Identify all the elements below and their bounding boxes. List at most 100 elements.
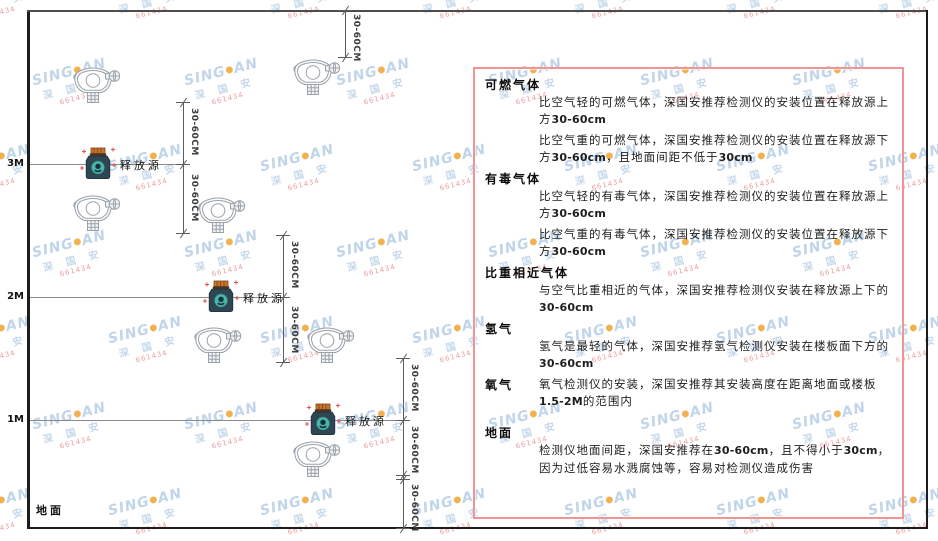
panel-value: 30-60cm — [551, 112, 607, 126]
panel-section-row: 氧气 氧气检测仪的安装，深国安推荐其安装高度在距离地面或楼板 1.5-2M的范围内 — [485, 376, 892, 414]
watermark-code: 661434 — [286, 176, 321, 193]
panel-value: 30cm — [843, 444, 878, 457]
watermark-brand: SING●AN — [562, 0, 640, 3]
watermark-brand: SING●AN — [30, 227, 108, 262]
gas-detector-glyph — [198, 197, 246, 233]
panel-text: ，且不得小于 — [768, 443, 844, 457]
gas-detector-icon — [72, 64, 121, 104]
panel-section-heading: 有毒气体 — [485, 172, 542, 186]
watermark-dot-icon: ● — [300, 150, 312, 163]
watermark-code: 661434 — [210, 90, 245, 107]
panel-paragraph: 比空气轻的有毒气体，深国安推荐检测仪的安装位置在释放源上方30-60cm — [485, 188, 892, 222]
watermark-brand: SING●AN — [714, 0, 792, 3]
watermark-brand: SING●AN — [106, 485, 184, 520]
panel-value: 30-60cm — [551, 150, 607, 164]
panel-section-heading: 可燃气体 — [485, 78, 542, 92]
watermark-code: 661434 — [58, 434, 93, 451]
gas-detector-glyph — [293, 441, 341, 477]
watermark-code: 661434 — [438, 176, 473, 193]
watermark-brand: SING●AN — [182, 399, 260, 434]
panel-value: 30-60cm — [551, 244, 607, 258]
watermark-chinese: 深 国 安 — [194, 420, 257, 447]
watermark-brand: SING●AN — [258, 0, 336, 3]
watermark-code: 661434 — [210, 434, 245, 451]
watermark-chinese: 深 国 安 — [118, 0, 181, 17]
watermark-code: 661434 — [362, 90, 397, 107]
watermark-brand: SING●AN — [182, 55, 260, 90]
release-source-glyph — [203, 280, 239, 312]
dimension-label: 30-60CM — [289, 241, 299, 289]
watermark-brand: SING●AN — [410, 0, 488, 3]
watermark-chinese: 深 国 安 — [42, 420, 105, 447]
watermark-code: 661434 — [438, 348, 473, 365]
watermark-chinese: 深 国 安 — [194, 248, 257, 275]
panel-text: 氧气检测仪的安装，深国安推荐其安装高度在距离地面或楼板 — [539, 377, 877, 391]
panel-section-heading: 氢气 — [485, 322, 514, 336]
dimension-line — [345, 10, 346, 57]
release-source-label: 释放源 — [345, 415, 387, 428]
watermark-dot-icon: ● — [452, 150, 464, 163]
panel-section-heading: 氧气 — [485, 378, 514, 392]
watermark-dot-icon: ● — [72, 408, 84, 421]
watermark-dot-icon: ● — [300, 494, 312, 507]
panel-value: 30-60cm — [714, 444, 769, 457]
watermark-brand: SING●AN — [334, 227, 412, 262]
release-source-glyph — [80, 147, 116, 179]
watermark-code: 661434 — [0, 520, 17, 537]
watermark-brand: SING●AN — [334, 55, 412, 90]
watermark-code: 661434 — [58, 262, 93, 279]
watermark-chinese: 深 国 安 — [878, 0, 938, 17]
release-source-label: 释放源 — [243, 292, 285, 305]
gas-detector-glyph — [307, 327, 355, 363]
watermark-dot-icon: ● — [72, 236, 84, 249]
panel-value: 30cm — [718, 150, 753, 164]
dimension-line — [183, 102, 184, 233]
watermark-dot-icon: ● — [452, 322, 464, 335]
watermark-chinese: 深 国 安 — [726, 0, 789, 17]
panel-text: 比空气重的有毒气体，深国安推荐检测仪的安装位置在释放源下方 — [539, 227, 889, 258]
watermark-chinese: 深 国 安 — [0, 506, 29, 532]
watermark-chinese: 深 国 安 — [574, 0, 637, 17]
dimension-label: 30-60CM — [409, 484, 419, 532]
gas-detector-glyph — [293, 59, 341, 95]
panel-text: 与空气比重相近的气体，深国安推荐检测仪安装在释放源上下的 — [539, 283, 889, 297]
watermark-brand: SING●AN — [106, 313, 184, 348]
level-line-2m — [30, 297, 283, 298]
dimension-line — [283, 235, 284, 362]
ground-line — [27, 527, 928, 529]
dimension-label: 30-60CM — [189, 108, 199, 156]
watermark-code: 661434 — [0, 4, 17, 21]
panel-paragraph: 比空气轻的可燃气体，深国安推荐检测仪的安装位置在释放源上方30-60cm — [485, 94, 892, 128]
watermark-code: 661434 — [134, 176, 169, 193]
watermark-dot-icon: ● — [908, 494, 920, 507]
axis-label-3m: 3M — [7, 158, 24, 169]
watermark-dot-icon: ● — [148, 494, 160, 507]
watermark-dot-icon: ● — [908, 150, 920, 163]
watermark-dot-icon: ● — [224, 236, 236, 249]
gas-detector-glyph — [73, 195, 121, 231]
watermark-code: 661434 — [894, 4, 929, 21]
watermark-dot-icon: ● — [376, 64, 388, 77]
watermark-code: 661434 — [134, 348, 169, 365]
gas-detector-icon — [292, 438, 341, 478]
axis-label-2m: 2M — [7, 291, 24, 302]
dimension-line — [403, 358, 404, 528]
release-source-glyph — [305, 403, 341, 435]
dimension-label: 30-60CM — [289, 306, 299, 354]
panel-section-heading: 比重相近气体 — [485, 266, 570, 280]
gas-detector-icon — [72, 192, 121, 232]
watermark-dot-icon: ● — [148, 322, 160, 335]
watermark-code: 661434 — [210, 262, 245, 279]
